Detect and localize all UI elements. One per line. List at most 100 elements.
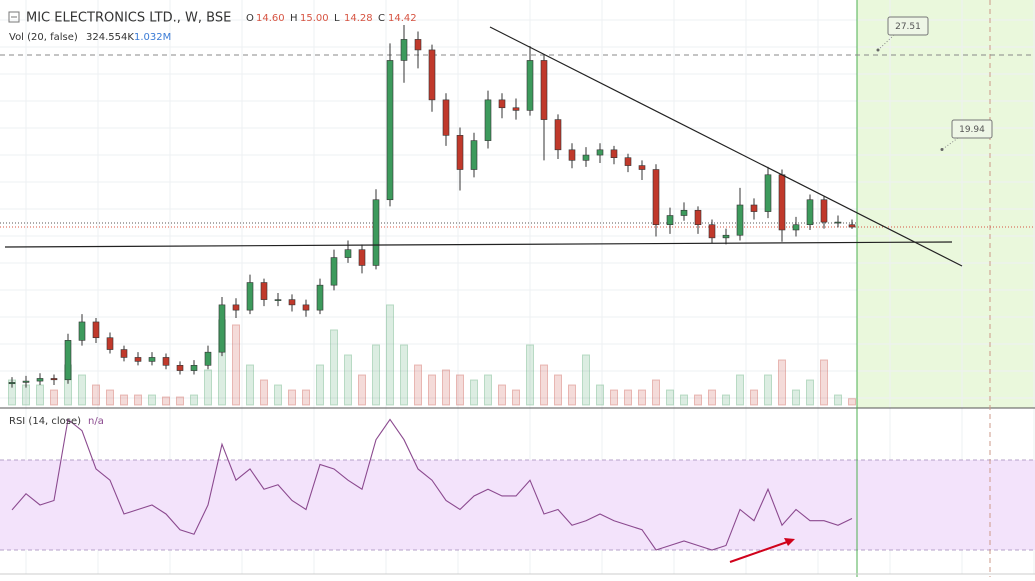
- volume-bar: [652, 379, 660, 406]
- candle-body: [218, 304, 226, 353]
- volume-bar: [540, 364, 548, 406]
- candle-body: [470, 140, 478, 170]
- annotation-dot: [940, 148, 944, 152]
- ohlc-value: 15.00: [300, 13, 329, 24]
- arrow-head: [784, 538, 795, 546]
- candle-body: [288, 299, 296, 306]
- candle-body: [442, 99, 450, 136]
- candle-body: [568, 149, 576, 161]
- volume-bar: [820, 359, 828, 406]
- rsi-label: RSI (14, close): [9, 416, 81, 427]
- volume-bar: [134, 394, 142, 406]
- ohlc-value: 14.42: [388, 13, 417, 24]
- collapse-icon[interactable]: [8, 11, 20, 23]
- candle-body: [260, 282, 268, 300]
- ohlc-key: H: [290, 13, 298, 24]
- volume-bar: [232, 324, 240, 406]
- volume-bar: [708, 389, 716, 406]
- ohlc-key: L: [334, 13, 340, 24]
- forecast-zone: [857, 0, 1035, 408]
- volume-bar: [162, 396, 170, 406]
- candle-body: [652, 169, 660, 226]
- volume-bar: [792, 389, 800, 406]
- volume-bar: [834, 394, 842, 406]
- volume-bar: [568, 384, 576, 406]
- volume-bar: [372, 344, 380, 406]
- volume-bar: [302, 389, 310, 406]
- candle-body: [246, 282, 254, 311]
- price-pane: [8, 24, 856, 406]
- candle-body: [274, 299, 282, 301]
- candle-body: [22, 380, 30, 383]
- volume-bar: [848, 398, 856, 406]
- volume-bar: [358, 374, 366, 406]
- volume-bar: [498, 384, 506, 406]
- ohlc-value: 14.60: [256, 13, 285, 24]
- candle-body: [162, 357, 170, 366]
- ohlc-key: O: [246, 13, 254, 24]
- volume-bar: [764, 374, 772, 406]
- volume-bar: [470, 379, 478, 406]
- volume-bar: [316, 364, 324, 406]
- candle-body: [176, 365, 184, 371]
- volume-bar: [386, 304, 394, 406]
- candle-body: [806, 199, 814, 226]
- volume-bar: [344, 354, 352, 406]
- candle-body: [610, 149, 618, 158]
- candle-body: [428, 49, 436, 101]
- candle-body: [526, 60, 534, 111]
- volume-bar: [400, 344, 408, 406]
- candle-body: [400, 39, 408, 61]
- candle-body: [50, 378, 58, 381]
- candle-body: [106, 337, 114, 350]
- candle-body: [330, 257, 338, 286]
- support-line: [4, 241, 953, 248]
- candle-body: [316, 284, 324, 311]
- volume-bar: [176, 396, 184, 406]
- candle-body: [92, 321, 100, 339]
- volume-bar: [554, 374, 562, 406]
- symbol-title: MIC ELECTRONICS LTD., W, BSE: [26, 11, 231, 26]
- trendline: [489, 26, 963, 267]
- candle-body: [666, 215, 674, 226]
- volume-bar: [680, 394, 688, 406]
- candle-body: [386, 60, 394, 201]
- volume-bar: [736, 374, 744, 406]
- annotation-label: 19.94: [959, 125, 985, 135]
- rsi-pane: [0, 459, 1035, 551]
- candle-body: [344, 249, 352, 258]
- candle-body: [8, 382, 16, 385]
- candle-body: [778, 174, 786, 231]
- candle-body: [694, 209, 702, 226]
- candle-body: [750, 204, 758, 212]
- candle-body: [582, 154, 590, 161]
- rsi-value: n/a: [88, 416, 104, 427]
- candle-body: [64, 340, 72, 381]
- candle-body: [498, 99, 506, 109]
- candle-body: [736, 204, 744, 236]
- candle-body: [190, 365, 198, 371]
- volume-bar: [120, 394, 128, 406]
- candle-body: [36, 378, 44, 382]
- annotation-pointer: [941, 137, 959, 150]
- volume-bar: [722, 394, 730, 406]
- candle-body: [302, 304, 310, 311]
- volume-bar: [806, 379, 814, 406]
- volume-bar: [638, 389, 646, 406]
- volume-bar: [148, 394, 156, 406]
- volume-value: 324.554K: [86, 32, 134, 43]
- candle-body: [792, 224, 800, 231]
- candle-body: [134, 357, 142, 362]
- volume-bar: [610, 389, 618, 406]
- candle-body: [78, 321, 86, 341]
- ohlc-value: 14.28: [344, 13, 373, 24]
- ohlc-key: C: [378, 13, 385, 24]
- candle-body: [120, 349, 128, 358]
- volume-bar: [428, 374, 436, 406]
- ohlc-legend: O 14.60 H 15.00 L 14.28 C 14.42: [246, 13, 417, 24]
- candle-body: [554, 119, 562, 151]
- volume-bar: [50, 389, 58, 406]
- rsi-line-group: [11, 418, 853, 551]
- volume-bar: [526, 344, 534, 406]
- candle-body: [624, 157, 632, 166]
